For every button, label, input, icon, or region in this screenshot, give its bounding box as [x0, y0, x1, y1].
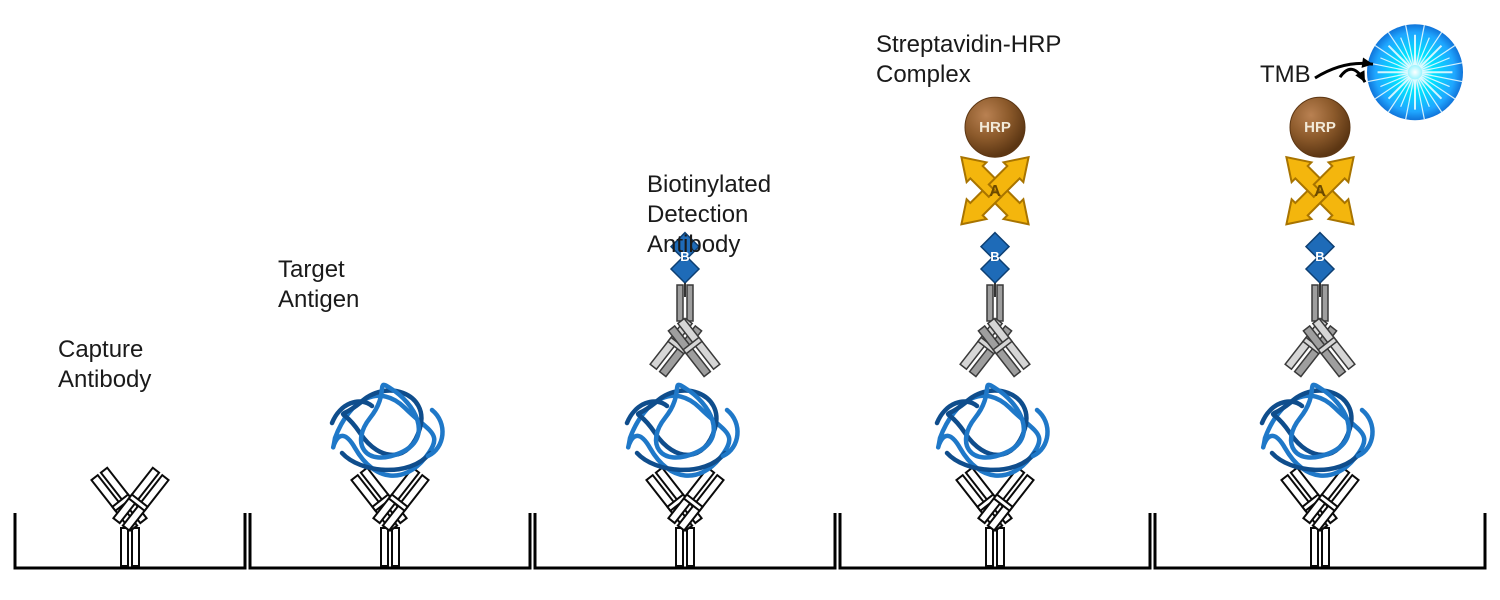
label-target-antigen: TargetAntigen — [278, 255, 359, 315]
svg-text:A: A — [989, 183, 1001, 200]
svg-text:B: B — [990, 249, 999, 264]
svg-text:HRP: HRP — [1304, 119, 1336, 136]
svg-text:B: B — [1315, 249, 1324, 264]
label-streptavidin-hrp: Streptavidin-HRPComplex — [876, 30, 1061, 90]
label-capture-antibody: CaptureAntibody — [58, 335, 151, 395]
svg-text:HRP: HRP — [979, 119, 1011, 136]
label-detection-antibody: BiotinylatedDetectionAntibody — [647, 170, 771, 260]
elisa-diagram: BBAHRPBAHRP — [0, 0, 1500, 600]
svg-text:A: A — [1314, 183, 1326, 200]
label-tmb: TMB — [1260, 60, 1311, 90]
